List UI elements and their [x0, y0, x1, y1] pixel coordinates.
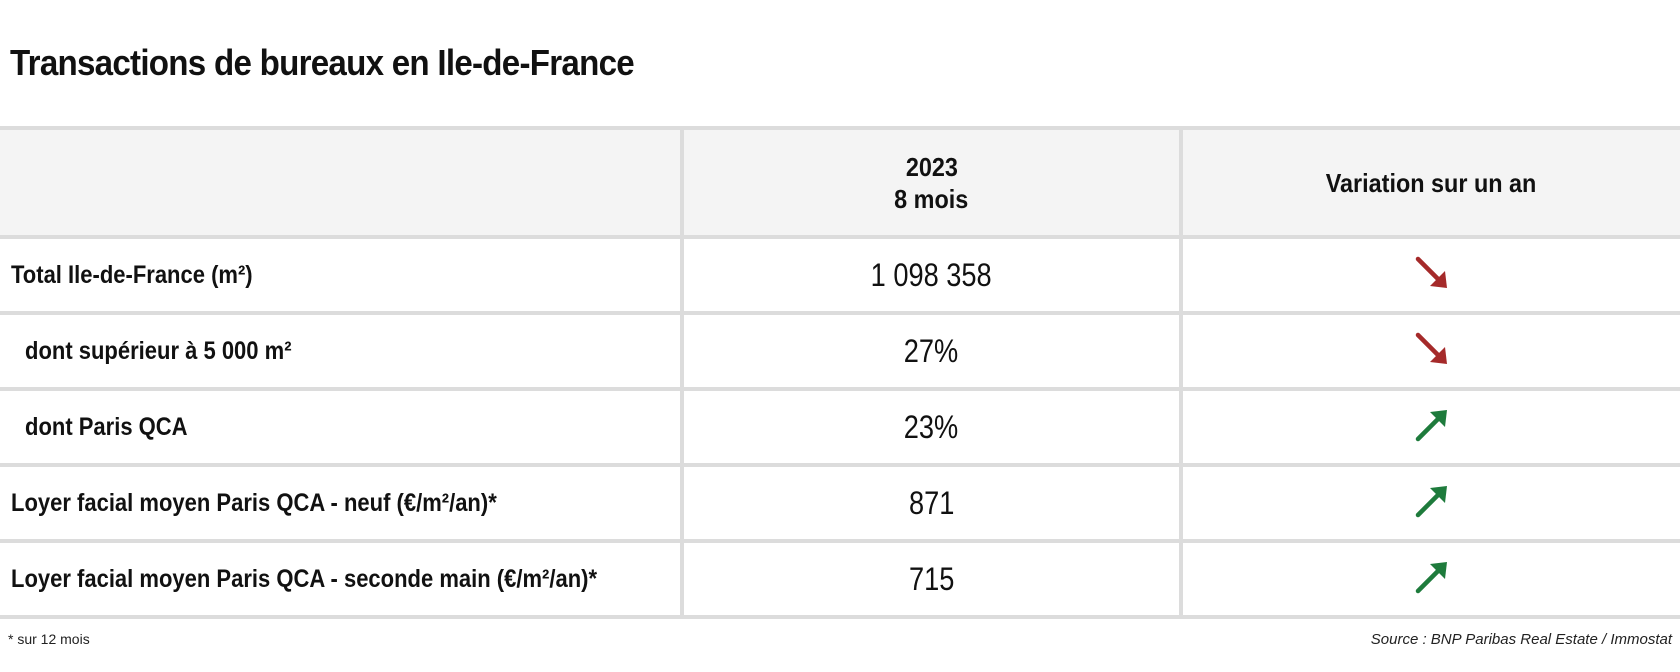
row-trend: [1179, 235, 1680, 315]
arrow-up-right-icon: [1412, 481, 1452, 526]
table-row: Total Ile-de-France (m²) 1 098 358: [0, 235, 1680, 315]
row-value: 871: [680, 463, 1183, 543]
data-table: 2023 8 mois Variation sur un an Total Il…: [0, 126, 1680, 619]
row-value: 715: [680, 539, 1183, 619]
row-label: Loyer facial moyen Paris QCA - neuf (€/m…: [0, 463, 684, 543]
header-trend-label: Variation sur un an: [1326, 167, 1537, 198]
arrow-down-right-icon: [1412, 253, 1452, 298]
table-row: Loyer facial moyen Paris QCA - seconde m…: [0, 539, 1680, 619]
page-title: Transactions de bureaux en Ile-de-France: [10, 42, 635, 83]
arrow-down-right-icon: [1412, 329, 1452, 374]
row-trend: [1179, 387, 1680, 467]
row-label: dont Paris QCA: [0, 387, 684, 467]
arrow-up-right-icon: [1412, 405, 1452, 450]
row-trend: [1179, 463, 1680, 543]
table-row: dont Paris QCA 23%: [0, 387, 1680, 467]
footnote: * sur 12 mois: [8, 631, 90, 647]
row-label: dont supérieur à 5 000 m²: [0, 311, 684, 391]
header-trend-cell: Variation sur un an: [1179, 126, 1680, 239]
row-value: 1 098 358: [680, 235, 1183, 315]
row-value: 27%: [680, 311, 1183, 391]
header-label-cell: [0, 126, 684, 239]
header-period: 8 mois: [894, 183, 969, 214]
arrow-up-right-icon: [1412, 557, 1452, 602]
table-row: dont supérieur à 5 000 m² 27%: [0, 311, 1680, 391]
row-label: Total Ile-de-France (m²): [0, 235, 684, 315]
row-trend: [1179, 539, 1680, 619]
row-value: 23%: [680, 387, 1183, 467]
table-row: Loyer facial moyen Paris QCA - neuf (€/m…: [0, 463, 1680, 543]
row-label: Loyer facial moyen Paris QCA - seconde m…: [0, 539, 684, 619]
row-trend: [1179, 311, 1680, 391]
source-note: Source : BNP Paribas Real Estate / Immos…: [1370, 631, 1672, 648]
header-value-cell: 2023 8 mois: [680, 126, 1183, 239]
header-year: 2023: [905, 151, 958, 182]
table-header-row: 2023 8 mois Variation sur un an: [0, 126, 1680, 239]
